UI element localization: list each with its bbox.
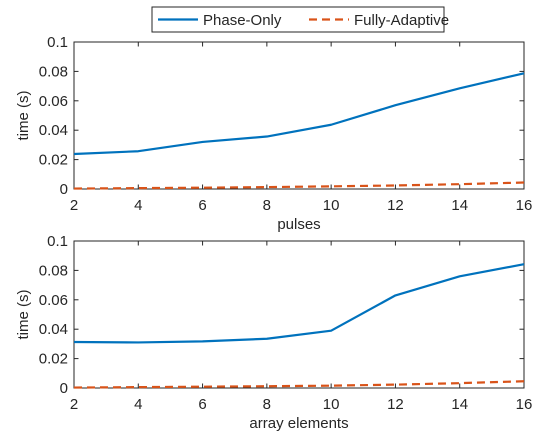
y-tick-label: 0 [60, 380, 68, 397]
series-line-fully-adaptive [73, 380, 525, 389]
y-tick-label: 0.04 [39, 321, 68, 338]
axes-box [73, 240, 525, 389]
x-tick-label: 10 [323, 396, 340, 413]
y-tick-label: 0.02 [39, 351, 68, 368]
x-tick-label: 2 [70, 396, 78, 413]
y-axis-label: time (s) [15, 290, 32, 340]
legend-label-fully-adaptive: Fully-Adaptive [354, 12, 449, 29]
legend: Phase-Only Fully-Adaptive [151, 6, 449, 33]
x-axis-label: pulses [277, 216, 320, 233]
x-tick-label: 10 [323, 197, 340, 214]
x-tick-label: 6 [198, 396, 206, 413]
x-tick-label: 12 [387, 396, 404, 413]
x-tick-label: 16 [516, 396, 533, 413]
y-tick-label: 0 [60, 181, 68, 198]
legend-box [151, 6, 445, 33]
x-tick-label: 14 [451, 197, 468, 214]
subplot-pulses: 2 4 6 8 10 12 14 16 0 0.02 0.04 0.06 0.08 0.1 pulses ti… [15, 34, 532, 233]
y-tick-label: 0.02 [39, 152, 68, 169]
x-tick-label: 6 [198, 197, 206, 214]
axes-box [73, 41, 525, 190]
x-tick-label: 16 [516, 197, 533, 214]
x-tick-label: 8 [263, 197, 271, 214]
x-tick-label: 14 [451, 396, 468, 413]
y-tick-label: 0.1 [47, 233, 68, 250]
x-axis-label: array elements [249, 415, 348, 432]
y-tick-label: 0.08 [39, 262, 68, 279]
series-line-fully-adaptive [73, 181, 525, 190]
x-tick-label: 12 [387, 197, 404, 214]
series-line-phase-only [73, 263, 525, 344]
y-axis-label: time (s) [15, 91, 32, 141]
y-tick-label: 0.06 [39, 292, 68, 309]
x-tick-label: 4 [134, 396, 142, 413]
y-tick-label: 0.06 [39, 93, 68, 110]
y-tick-label: 0.04 [39, 122, 68, 139]
series-line-phase-only [73, 72, 525, 156]
subplot-array-elements: 2 4 6 8 10 12 14 16 0 0.02 0.04 0.06 0.08 0.1 array el… [15, 233, 532, 432]
y-tick-label: 0.1 [47, 34, 68, 51]
y-tick-label: 0.08 [39, 63, 68, 80]
x-tick-label: 4 [134, 197, 142, 214]
x-tick-label: 2 [70, 197, 78, 214]
x-tick-label: 8 [263, 396, 271, 413]
legend-label-phase-only: Phase-Only [203, 12, 282, 29]
